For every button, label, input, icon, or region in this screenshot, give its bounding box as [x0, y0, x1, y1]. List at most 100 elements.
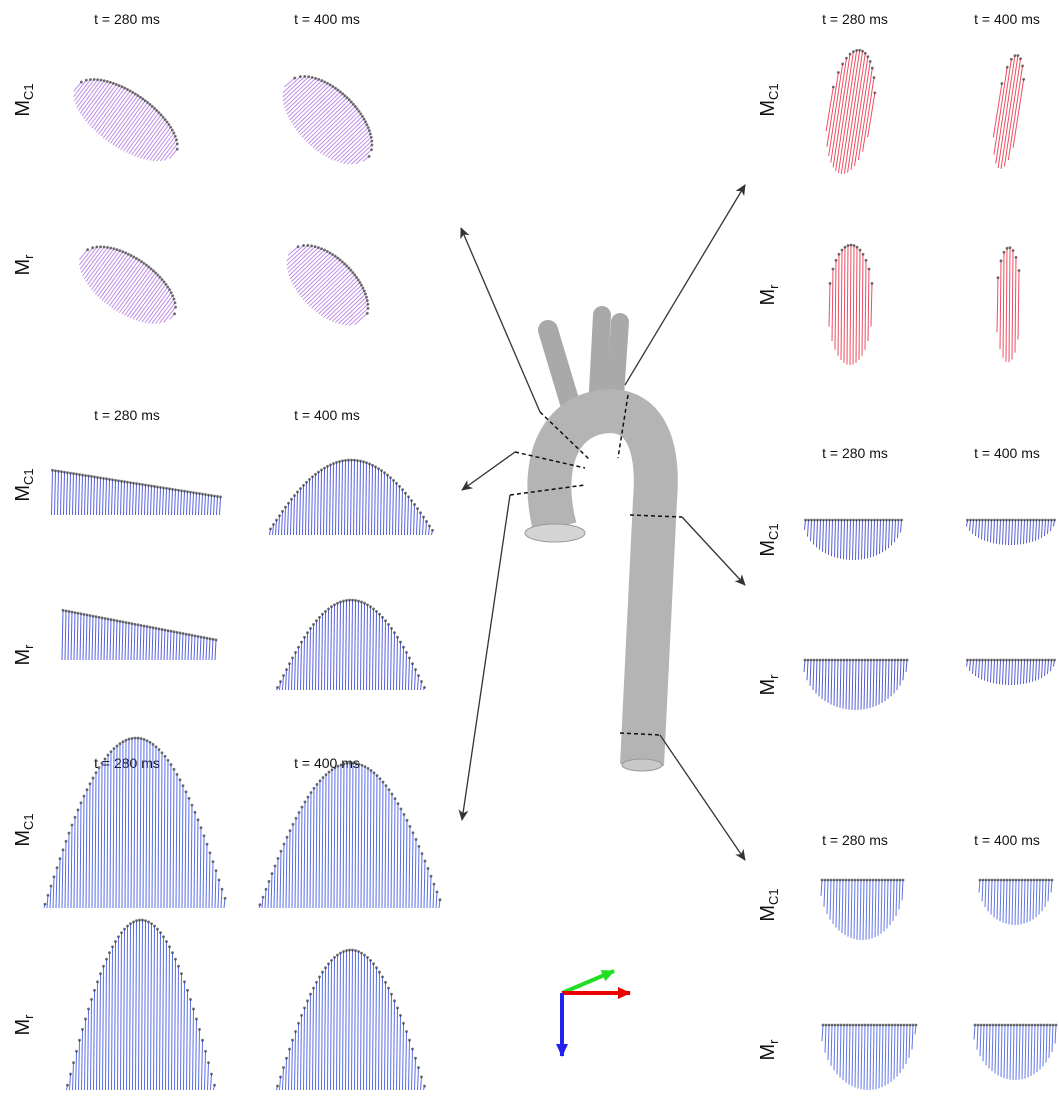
vector [316, 784, 317, 908]
vector [101, 763, 102, 908]
vector [288, 246, 315, 273]
vector-tip [867, 519, 870, 522]
row-label: MC1 [12, 468, 36, 501]
vector-tip [999, 659, 1002, 662]
vector-tip [141, 919, 144, 922]
vector-tip [189, 998, 192, 1001]
vector-tip [182, 784, 185, 787]
vector-tip [379, 777, 382, 780]
row-label-sub: C1 [21, 813, 36, 830]
vector-tip [862, 253, 865, 256]
vector [1042, 520, 1043, 538]
vector [1036, 520, 1037, 541]
vector [206, 638, 207, 660]
vector [417, 509, 418, 535]
vector-tip [980, 1024, 983, 1027]
vector [888, 660, 889, 699]
vector [282, 511, 283, 535]
vector [414, 504, 415, 535]
vector-tip [819, 519, 822, 522]
vector [295, 818, 296, 908]
vector-tip [1034, 1024, 1037, 1027]
vector [277, 858, 278, 908]
vector-tip [78, 473, 81, 476]
vector [118, 481, 119, 515]
vector [284, 77, 313, 106]
vector [1021, 520, 1022, 544]
vector [68, 833, 69, 908]
vector [388, 988, 389, 1090]
vector-tip [384, 619, 387, 622]
vector-tip [997, 879, 1000, 882]
vector-tip [332, 462, 335, 465]
vector [146, 627, 147, 660]
vector-tip [162, 935, 165, 938]
vector [878, 880, 879, 936]
vector [979, 880, 980, 893]
vector [810, 660, 811, 686]
vector [85, 1019, 86, 1090]
vector-tip [158, 748, 161, 751]
vector [821, 880, 822, 896]
vector [107, 619, 108, 660]
vector-tip [855, 1024, 858, 1027]
vector [850, 520, 851, 560]
vector [426, 521, 427, 535]
vector-tip [62, 609, 65, 612]
vector [830, 880, 831, 919]
row-label: MC1 [757, 888, 781, 921]
vector [88, 84, 117, 124]
vector [130, 924, 131, 1090]
vector [1027, 660, 1028, 683]
vector [1021, 660, 1022, 684]
vector [834, 660, 835, 706]
velocity-field [829, 244, 874, 365]
vector-tip [354, 599, 357, 602]
vector-tip [1050, 659, 1053, 662]
vector [191, 805, 192, 908]
vector [885, 1025, 886, 1086]
vector [331, 770, 332, 908]
vector [101, 618, 102, 660]
vector-tip [147, 484, 150, 487]
vector-tip [1024, 879, 1027, 882]
vector [110, 752, 111, 908]
vector [844, 520, 845, 559]
vector-tip [396, 636, 399, 639]
vector-tip [87, 475, 90, 478]
vector-tip [861, 50, 864, 53]
vector [418, 1067, 419, 1090]
vector [345, 460, 346, 535]
vector-tip [1000, 879, 1003, 882]
row-label-main: M [12, 830, 34, 847]
vector [1006, 660, 1007, 685]
vector [1018, 880, 1019, 925]
vector [56, 868, 57, 908]
vector [912, 1025, 913, 1049]
vector [865, 520, 866, 559]
vector [331, 960, 332, 1090]
vector [1040, 1025, 1041, 1069]
vector [313, 624, 314, 690]
velocity-field [276, 949, 426, 1090]
vector [844, 247, 845, 363]
vector [336, 462, 337, 535]
vector [851, 880, 852, 938]
vector-tip [312, 623, 315, 626]
vector [337, 766, 338, 908]
vector-tip [210, 494, 213, 497]
vector [147, 127, 171, 161]
vector-tip [107, 754, 110, 757]
vector [829, 64, 843, 156]
vector [891, 660, 892, 696]
vector [1015, 257, 1016, 352]
vector [289, 831, 290, 908]
vector [396, 483, 397, 535]
vector-tip [858, 1024, 861, 1027]
vector-tip [1044, 659, 1047, 662]
vector-tip [104, 617, 107, 620]
row-label: MC1 [757, 83, 781, 116]
vector-tip [173, 630, 176, 633]
vector [364, 955, 365, 1090]
vector [879, 1025, 880, 1088]
